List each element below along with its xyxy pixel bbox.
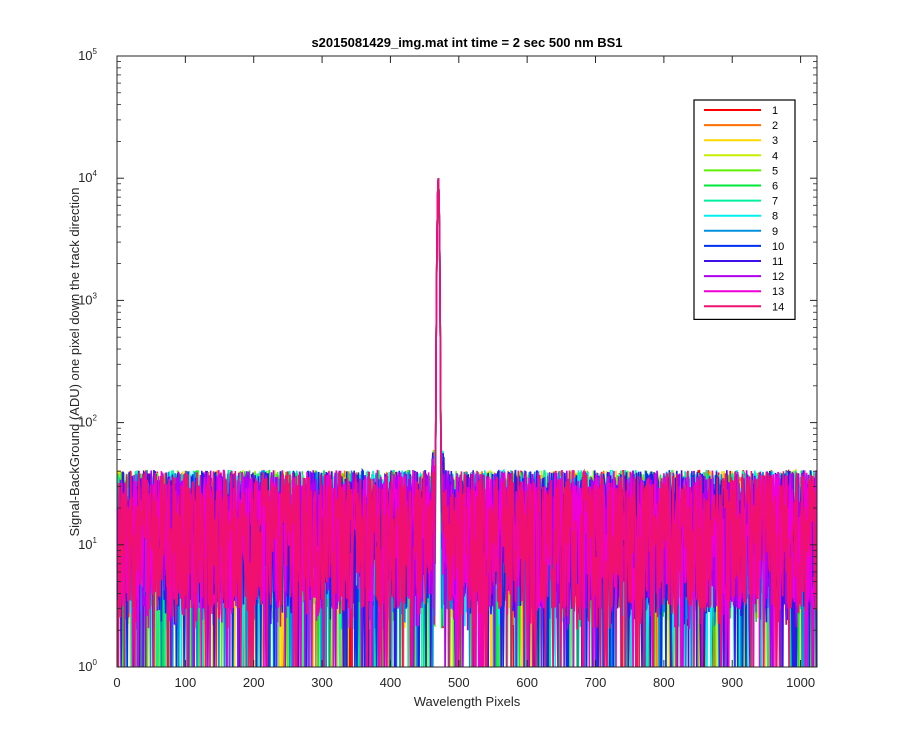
x-tick-label: 0	[113, 675, 120, 690]
y-tick-label: 100	[78, 658, 97, 674]
legend-label-9: 9	[772, 226, 778, 238]
y-tick-label: 102	[78, 414, 97, 430]
legend-label-3: 3	[772, 135, 778, 147]
x-tick-label: 400	[380, 675, 402, 690]
legend-label-10: 10	[772, 241, 784, 253]
legend-label-6: 6	[772, 181, 778, 193]
x-tick-label: 300	[311, 675, 333, 690]
legend-label-7: 7	[772, 196, 778, 208]
legend-box	[693, 99, 796, 320]
x-tick-label: 700	[585, 675, 607, 690]
chart-title: s2015081429_img.mat int time = 2 sec 500…	[311, 35, 622, 50]
x-tick-label: 200	[243, 675, 265, 690]
axes-box	[116, 55, 818, 668]
legend-label-8: 8	[772, 211, 778, 223]
y-axis-label: Signal-BackGround (ADU) one pixel down t…	[67, 187, 82, 536]
legend-label-5: 5	[772, 165, 778, 177]
series-line-13	[117, 178, 817, 667]
series-line-14	[117, 178, 817, 667]
y-tick-label: 104	[78, 169, 97, 185]
x-tick-label: 100	[175, 675, 197, 690]
legend-label-4: 4	[772, 150, 778, 162]
legend-label-2: 2	[772, 120, 778, 132]
x-tick-label: 600	[516, 675, 538, 690]
x-tick-label: 1000	[786, 675, 815, 690]
legend-label-11: 11	[772, 256, 783, 268]
x-tick-label: 900	[721, 675, 743, 690]
legend-label-14: 14	[772, 301, 784, 313]
x-tick-label: 800	[653, 675, 675, 690]
y-tick-label: 101	[78, 536, 97, 552]
legend-label-12: 12	[772, 271, 784, 283]
x-axis-label: Wavelength Pixels	[414, 694, 521, 709]
legend-label-13: 13	[772, 286, 784, 298]
axes: 0 100 200 300 400 500 600 700 800 900 100010010110…	[78, 47, 818, 690]
legend-label-1: 1	[772, 105, 778, 117]
y-tick-label: 103	[78, 291, 97, 307]
x-tick-label: 500	[448, 675, 470, 690]
y-tick-label: 105	[78, 47, 97, 63]
